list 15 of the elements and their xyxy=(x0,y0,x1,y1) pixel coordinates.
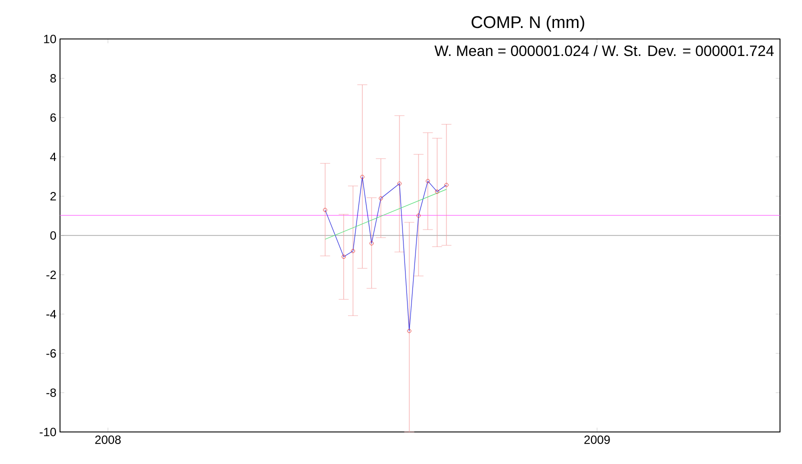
chart-title: COMP. N (mm) xyxy=(472,16,584,32)
y-tick-label: -2 xyxy=(46,270,56,279)
y-tick-label: -8 xyxy=(46,388,56,397)
y-tick-label: 0 xyxy=(50,231,56,240)
x-tick-label: 2009 xyxy=(584,436,610,444)
y-tick-label: -4 xyxy=(46,310,56,318)
y-tick-label: 2 xyxy=(50,192,56,200)
y-tick-label: 4 xyxy=(50,152,56,161)
annotation: W. Mean = 000001.024 / W. St. Dev. = 000001.724 xyxy=(434,45,774,56)
y-tick-label: 8 xyxy=(50,74,56,83)
y-tick-label: -6 xyxy=(46,349,56,358)
y-tick-label: 6 xyxy=(50,113,56,122)
x-tick-label: 2008 xyxy=(95,436,121,444)
y-tick-label: 10 xyxy=(44,34,56,44)
y-tick-label: -10 xyxy=(40,428,56,436)
